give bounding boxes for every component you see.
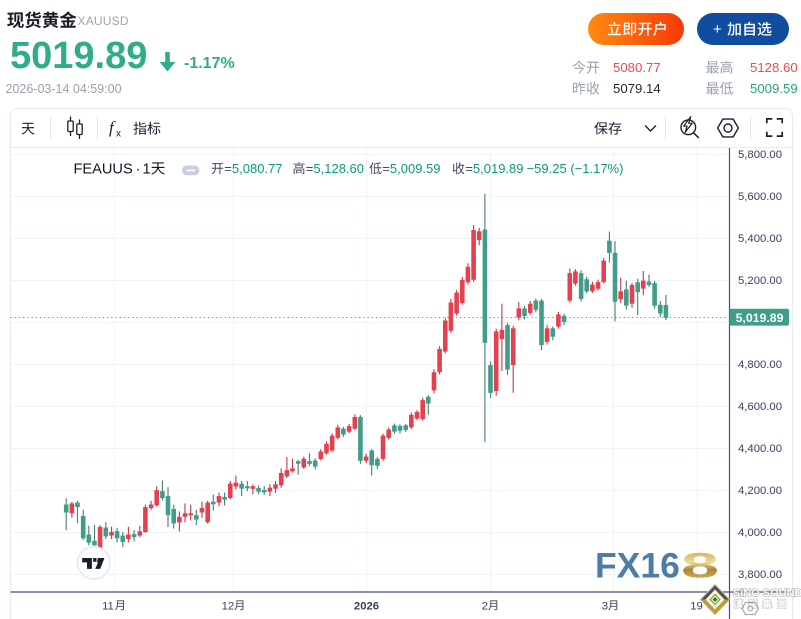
- svg-text:=: =: [306, 161, 314, 176]
- svg-text:5,800.00: 5,800.00: [738, 149, 782, 161]
- svg-text:SiNO SOUND: SiNO SOUND: [733, 588, 801, 600]
- svg-text:3: 3: [602, 601, 608, 613]
- svg-text:·: ·: [136, 162, 141, 178]
- svg-text:2026: 2026: [354, 601, 379, 613]
- svg-text:4,600.00: 4,600.00: [738, 401, 782, 413]
- svg-text:5,080.77: 5,080.77: [232, 161, 283, 176]
- svg-text:FEAUUS: FEAUUS: [74, 162, 133, 178]
- svg-text:2: 2: [482, 601, 488, 613]
- svg-text:FX16: FX16: [595, 546, 680, 586]
- svg-text:f: f: [109, 118, 116, 137]
- svg-text:=: =: [465, 161, 473, 176]
- svg-text:x: x: [116, 129, 121, 140]
- svg-text:5,128.60: 5,128.60: [313, 161, 364, 176]
- svg-text:4,800.00: 4,800.00: [738, 359, 782, 371]
- svg-text:−59.25 (−1.17%): −59.25 (−1.17%): [527, 161, 624, 176]
- svg-text:11: 11: [102, 601, 114, 613]
- svg-text:5,009.59: 5,009.59: [390, 161, 441, 176]
- svg-text:19: 19: [690, 601, 703, 613]
- svg-text:5,600.00: 5,600.00: [738, 191, 782, 203]
- svg-text:5,019.89: 5,019.89: [736, 311, 784, 325]
- svg-text:=: =: [224, 161, 232, 176]
- svg-text:3,800.00: 3,800.00: [738, 569, 782, 581]
- svg-text:1: 1: [143, 162, 151, 178]
- svg-text:12: 12: [222, 601, 235, 613]
- svg-text:=: =: [382, 161, 390, 176]
- svg-text:+: +: [713, 21, 722, 38]
- svg-text:4,000.00: 4,000.00: [738, 527, 782, 539]
- svg-text:8: 8: [681, 546, 719, 586]
- svg-text:5,400.00: 5,400.00: [738, 233, 782, 245]
- svg-text:4,400.00: 4,400.00: [738, 443, 782, 455]
- svg-text:5,019.89: 5,019.89: [473, 161, 524, 176]
- svg-text:4,200.00: 4,200.00: [738, 485, 782, 497]
- svg-text:5,200.00: 5,200.00: [738, 275, 782, 287]
